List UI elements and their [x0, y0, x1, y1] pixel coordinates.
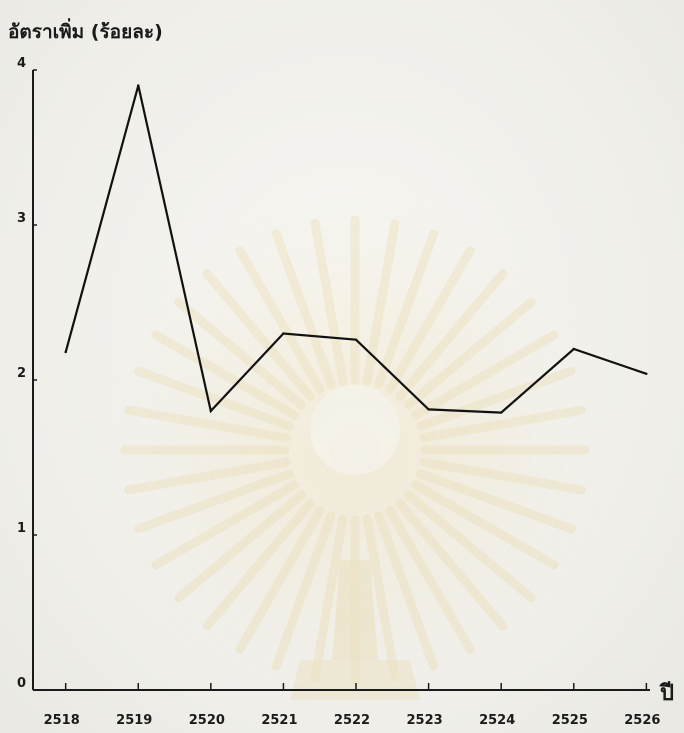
data-point — [499, 411, 503, 414]
x-tick-label: 2525 — [552, 713, 588, 728]
watermark-ray — [395, 499, 508, 631]
watermark-ray — [202, 269, 315, 401]
y-tick-label: 2 — [17, 366, 26, 381]
watermark-ray — [404, 297, 536, 410]
data-point — [282, 332, 285, 335]
watermark-ray — [416, 366, 576, 431]
y-tick-label: 4 — [17, 56, 26, 71]
x-axis-ticks: 2518 2519 2520 2521 2522 2523 2524 2525 2526 — [44, 683, 660, 728]
watermark-ray — [395, 269, 508, 401]
watermark-ray — [271, 511, 336, 671]
x-tick-label: 2520 — [189, 713, 225, 728]
watermark-ray — [134, 366, 294, 431]
watermark-ray — [123, 457, 291, 495]
watermark-ray — [404, 490, 536, 603]
watermark-ray — [419, 405, 587, 443]
x-tick-label: 2524 — [479, 713, 515, 728]
watermark-ray — [385, 246, 475, 394]
data-point — [354, 338, 358, 341]
watermark-ray — [134, 469, 294, 534]
watermark-ray — [385, 506, 475, 654]
watermark-ray — [202, 499, 315, 631]
watermark-ray — [235, 506, 325, 654]
watermark-ray — [310, 218, 348, 386]
watermark-ray — [411, 330, 559, 420]
y-tick-label: 1 — [17, 521, 26, 536]
x-tick-label: 2518 — [44, 713, 80, 728]
y-axis-ticks: 0 1 2 3 4 — [17, 56, 37, 691]
x-tick-label: 2522 — [334, 713, 370, 728]
y-axis-title: อัตราเพิ่ม (ร้อยละ) — [8, 18, 163, 43]
watermark-ray — [416, 469, 576, 534]
x-tick-label: 2526 — [624, 713, 660, 728]
watermark-ray — [310, 514, 348, 682]
watermark-ray — [151, 480, 299, 570]
data-point — [572, 347, 575, 351]
y-tick-label: 3 — [17, 211, 26, 226]
watermark-ray — [151, 330, 299, 420]
watermark-ray — [362, 514, 400, 682]
y-tick-label: 0 — [17, 676, 26, 691]
watermark-ray — [419, 457, 587, 495]
watermark-ray — [374, 229, 439, 389]
watermark-ray — [411, 480, 559, 570]
x-tick-label: 2523 — [407, 713, 443, 728]
watermark-ray — [174, 297, 306, 410]
watermark-ray — [374, 511, 439, 671]
series-points — [64, 84, 648, 414]
watermark-seal — [100, 195, 610, 705]
x-tick-label: 2519 — [116, 713, 152, 728]
data-point — [645, 372, 648, 375]
watermark-ray — [123, 405, 291, 443]
data-point — [209, 409, 213, 413]
watermark-ray — [271, 229, 336, 389]
watermark-ray — [174, 490, 306, 603]
data-point — [137, 84, 140, 87]
watermark-ray — [235, 246, 325, 394]
x-tick-label: 2521 — [261, 713, 297, 728]
data-point — [64, 350, 67, 354]
data-point — [427, 408, 430, 411]
x-axis-title: ปี — [659, 681, 674, 706]
